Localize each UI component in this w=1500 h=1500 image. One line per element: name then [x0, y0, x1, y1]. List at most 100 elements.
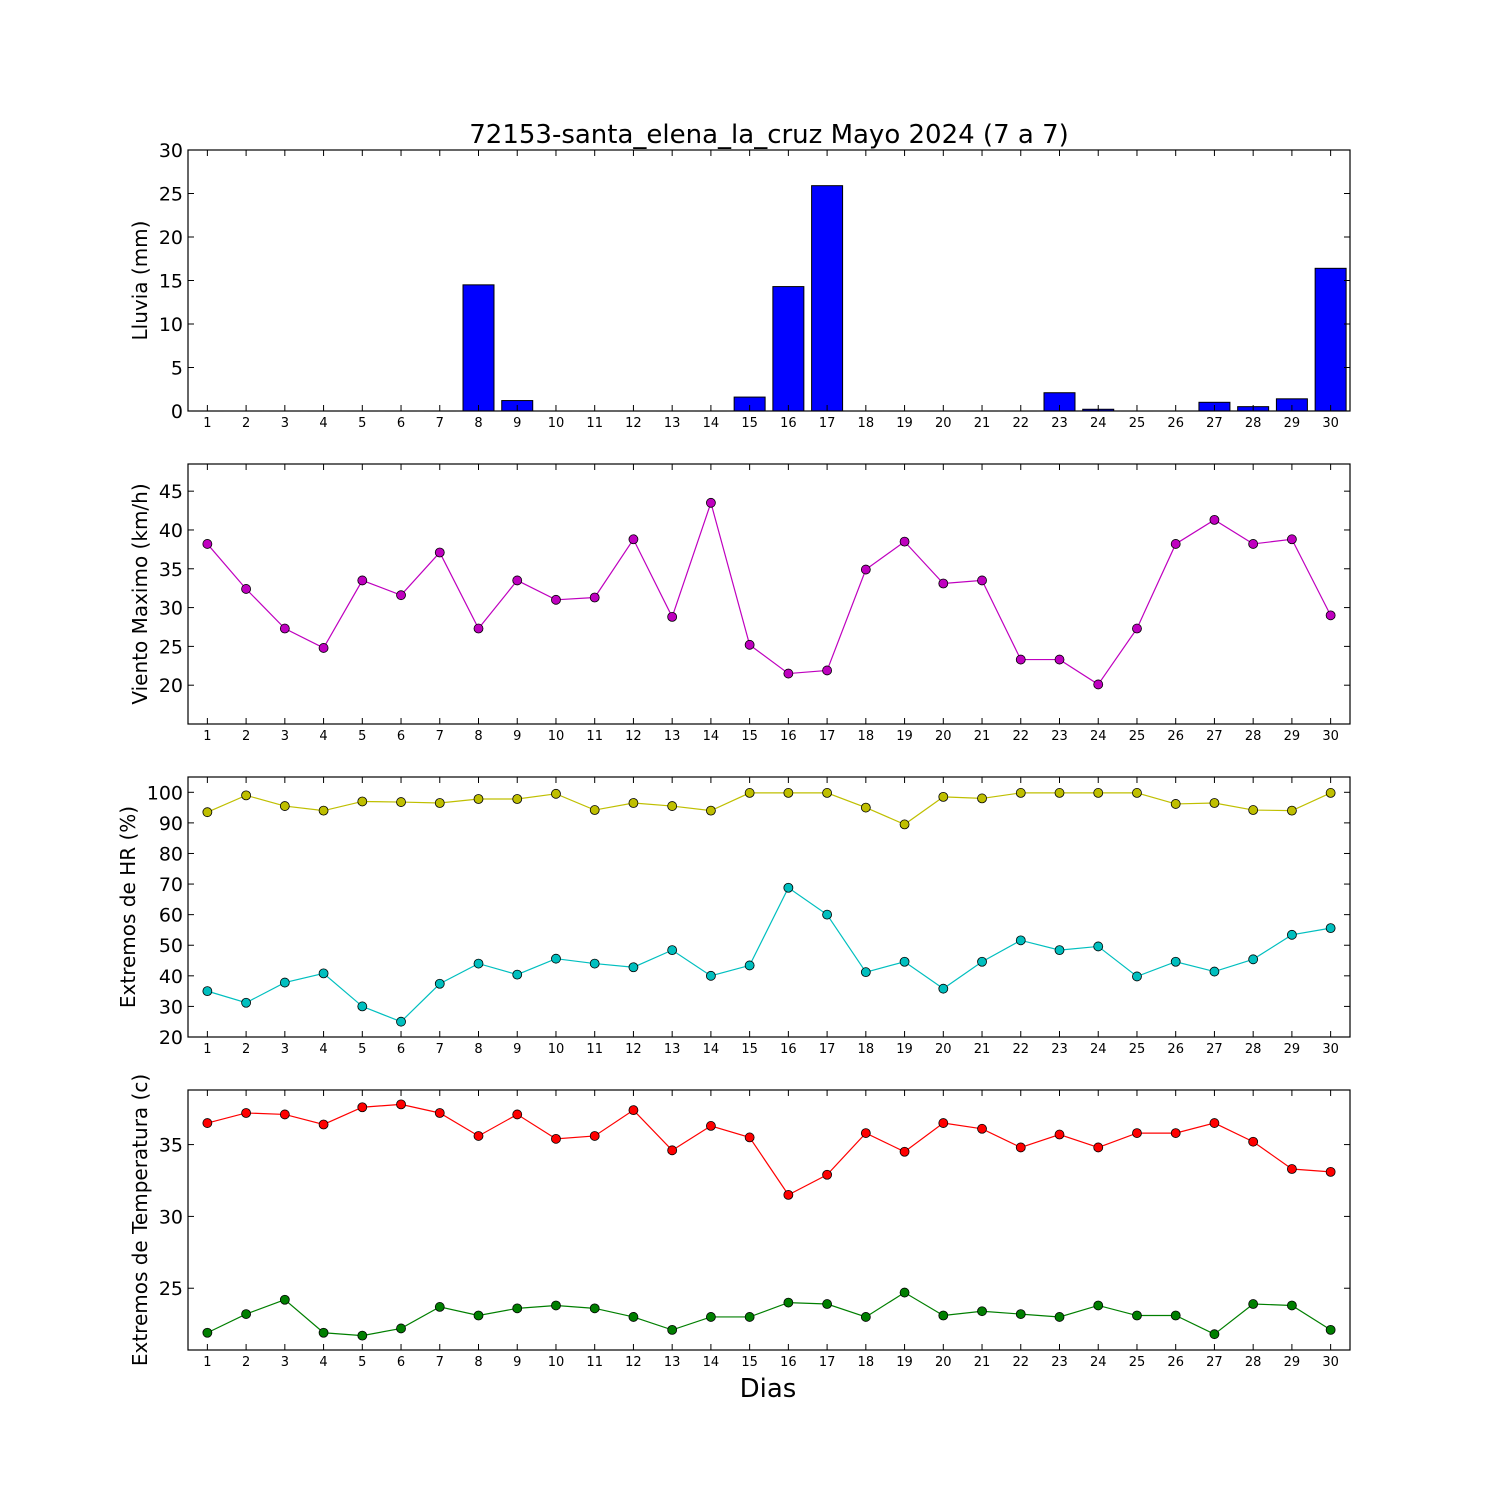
x-tick-label: 8	[474, 1042, 482, 1057]
x-tick-label: 11	[586, 416, 603, 431]
x-tick-label: 3	[281, 1042, 289, 1057]
x-tick-label: 19	[896, 1042, 913, 1057]
point-series-2-day-13	[667, 945, 678, 956]
y-tick-label: 30	[159, 1206, 183, 1228]
x-tick-label: 5	[358, 416, 366, 431]
x-tick-label: 24	[1090, 729, 1107, 744]
point-series-2-day-10	[551, 953, 561, 964]
plot-frame	[187, 463, 1351, 725]
y-tick-label: 0	[171, 401, 183, 423]
point-series-1-day-10	[551, 788, 561, 799]
point-series-2-day-27	[1209, 1329, 1220, 1340]
x-tick-label: 29	[1284, 416, 1301, 431]
y-tick-label: 30	[159, 140, 183, 162]
x-tick-label: 3	[281, 1355, 289, 1370]
y-tick-label: 10	[159, 314, 183, 336]
point-series-1-day-12	[628, 534, 639, 545]
point-series-1-day-29	[1287, 1164, 1297, 1174]
point-series-1-day-29	[1287, 534, 1297, 545]
x-tick-label: 22	[1012, 1042, 1029, 1057]
y-tick-label: 5	[171, 358, 183, 380]
point-series-1-day-30	[1325, 788, 1336, 798]
x-tick-label: 26	[1167, 729, 1184, 744]
point-series-1-day-14	[706, 1121, 716, 1131]
point-series-1-day-24	[1093, 788, 1104, 798]
point-series-1-day-19	[899, 536, 910, 547]
point-series-2-day-29	[1287, 1300, 1297, 1311]
x-tick-label: 4	[319, 416, 327, 431]
point-series-1-day-1	[202, 1118, 213, 1128]
point-series-1-day-5	[357, 1102, 368, 1113]
x-tick-label: 1	[203, 1042, 211, 1057]
x-tick-label: 14	[703, 1355, 720, 1370]
point-series-1-day-10	[551, 594, 561, 605]
x-tick-label: 23	[1051, 1042, 1068, 1057]
point-series-1-day-8	[473, 623, 484, 634]
point-series-2-day-11	[589, 1303, 600, 1314]
point-series-2-day-13	[667, 1324, 678, 1335]
point-series-1-day-21	[977, 793, 987, 804]
x-tick-label: 20	[935, 1355, 952, 1370]
x-tick-label: 8	[474, 416, 482, 431]
x-tick-label: 22	[1012, 729, 1029, 744]
point-series-1-day-29	[1287, 805, 1297, 816]
point-series-2-day-15	[744, 960, 755, 971]
y-tick-label: 35	[159, 559, 183, 581]
x-tick-label: 6	[397, 729, 405, 744]
x-tick-label: 10	[548, 729, 565, 744]
point-series-2-day-1	[202, 1327, 213, 1338]
y-tick-label: 30	[159, 598, 183, 620]
point-series-1-day-7	[434, 1108, 445, 1118]
point-series-2-day-22	[1015, 935, 1026, 946]
x-tick-label: 13	[664, 416, 681, 431]
point-series-2-day-21	[977, 1306, 987, 1317]
x-tick-label: 9	[513, 1042, 521, 1057]
x-tick-label: 18	[858, 1355, 875, 1370]
point-series-1-day-4	[318, 1119, 329, 1130]
x-tick-label: 17	[819, 416, 836, 431]
bar-day-30	[1314, 267, 1347, 412]
y-axis-label: Extremos de HR (%)	[116, 806, 140, 1008]
bar-day-8	[462, 284, 495, 412]
x-tick-label: 14	[703, 1042, 720, 1057]
point-series-1-day-13	[667, 801, 678, 811]
point-series-2-day-17	[822, 909, 832, 920]
point-series-2-day-6	[396, 1323, 406, 1334]
x-tick-label: 24	[1090, 1355, 1107, 1370]
series-line-1	[207, 1103, 1331, 1196]
point-series-2-day-8	[473, 958, 484, 969]
point-series-2-day-23	[1054, 1312, 1065, 1322]
x-axis-label: Dias	[740, 1374, 797, 1404]
x-tick-label: 19	[896, 1355, 913, 1370]
point-series-1-day-23	[1054, 654, 1065, 665]
point-series-1-day-24	[1093, 1142, 1104, 1153]
point-series-1-day-27	[1209, 514, 1220, 525]
point-series-1-day-12	[628, 798, 639, 808]
x-tick-label: 7	[436, 1042, 444, 1057]
x-tick-label: 15	[741, 1355, 758, 1370]
y-axis-label: Lluvia (mm)	[128, 221, 152, 341]
point-series-1-day-22	[1015, 788, 1026, 798]
point-series-1-day-26	[1170, 799, 1181, 809]
point-series-2-day-30	[1325, 923, 1336, 934]
point-series-2-day-29	[1287, 929, 1297, 940]
x-tick-label: 11	[586, 1355, 603, 1370]
x-tick-label: 16	[780, 729, 797, 744]
x-tick-label: 2	[242, 1042, 250, 1057]
point-series-1-day-13	[667, 1145, 678, 1156]
point-series-1-day-17	[822, 788, 832, 798]
y-tick-label: 25	[159, 1278, 183, 1300]
x-tick-label: 14	[703, 729, 720, 744]
point-series-2-day-24	[1093, 1300, 1104, 1311]
y-tick-label: 45	[159, 481, 183, 503]
x-tick-label: 23	[1051, 1355, 1068, 1370]
point-series-2-day-28	[1248, 954, 1259, 965]
x-tick-label: 30	[1322, 1355, 1339, 1370]
x-tick-label: 13	[664, 1042, 681, 1057]
plot-frame	[187, 1089, 1351, 1351]
point-series-1-day-26	[1170, 539, 1181, 549]
x-tick-label: 4	[319, 1355, 327, 1370]
series-line-2	[207, 886, 1331, 1023]
point-series-1-day-28	[1248, 805, 1259, 815]
